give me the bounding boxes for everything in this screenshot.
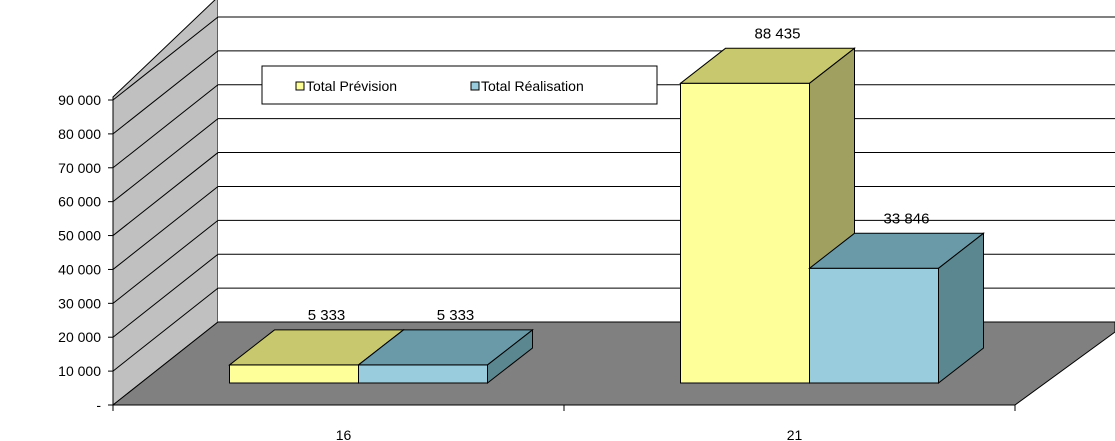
data-label: 5 333 [308, 307, 346, 324]
y-tick-label: 70 000 [58, 160, 101, 176]
data-label: 88 435 [755, 25, 801, 42]
y-tick-label: 30 000 [58, 295, 101, 311]
x-tick-label: 16 [336, 427, 352, 441]
axes: - 10 000 20 000 30 000 40 000 50 000 60 000 70 … [58, 92, 1016, 441]
bar-side [487, 328, 533, 385]
x-tick-label: 21 [787, 427, 803, 441]
data-labels: 5 333 5 333 88 435 33 846 [308, 25, 930, 324]
bar-front [229, 364, 359, 384]
bar-front [680, 82, 810, 384]
legend-swatch [470, 81, 480, 91]
y-tick-label: 10 000 [58, 363, 101, 379]
y-tick-label: - [96, 397, 101, 413]
y-tick-label: 20 000 [58, 329, 101, 345]
bar-side [938, 232, 984, 385]
y-tick-label: 60 000 [58, 194, 101, 210]
y-tick-label: 40 000 [58, 261, 101, 277]
data-label: 33 846 [884, 210, 930, 227]
legend-label: Total Réalisation [481, 78, 584, 94]
legend-swatch [295, 81, 305, 91]
gridline [112, 16, 1115, 101]
bars [228, 47, 985, 385]
legend-label: Total Prévision [306, 78, 397, 94]
legend-box [261, 65, 658, 105]
bar-front [358, 364, 488, 384]
y-tick-label: 90 000 [58, 92, 101, 108]
y-tick-label: 50 000 [58, 228, 101, 244]
y-tick-label: 80 000 [58, 126, 101, 142]
legend: Total Prévision Total Réalisation [261, 65, 658, 105]
bar-front [809, 267, 939, 384]
data-label: 5 333 [437, 307, 475, 324]
